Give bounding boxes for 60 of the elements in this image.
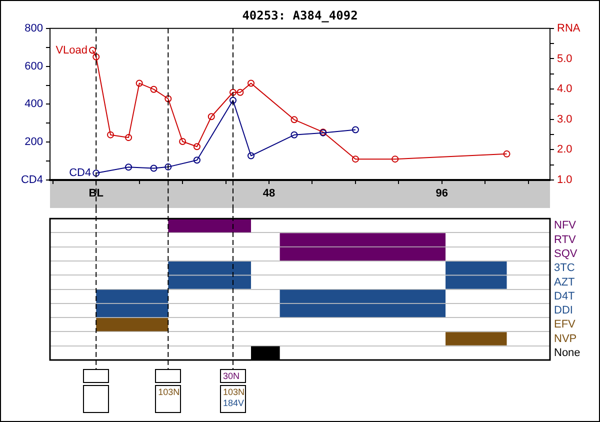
y2-tick-label: 5.0	[557, 52, 572, 65]
y2-tick-label: 1.0	[557, 174, 572, 186]
point	[229, 88, 236, 96]
point	[236, 88, 244, 96]
x-tick-label: 48	[262, 188, 276, 200]
y-tick-label: 400	[24, 98, 43, 110]
point	[179, 138, 186, 145]
y-tick-label: 200	[24, 136, 43, 148]
y2-tick-label: 2.0	[557, 144, 572, 156]
series-label: VLoad	[56, 44, 88, 56]
point	[150, 164, 158, 172]
point	[352, 156, 359, 163]
point	[248, 80, 255, 87]
text-box: 30N	[220, 369, 246, 383]
point	[290, 131, 298, 138]
point	[229, 96, 236, 104]
point	[248, 152, 255, 160]
y2-tick-label: 3.0	[557, 113, 572, 126]
x-tick-label: 96	[436, 188, 448, 200]
point	[290, 116, 298, 124]
point	[136, 80, 143, 87]
chart-title: 40253: A384_4092	[242, 8, 358, 22]
y-tick-label: 3TC	[554, 262, 575, 274]
series-label: CD4	[69, 167, 92, 180]
y-tick-label: NVP	[554, 332, 577, 345]
y-tick-label: SQV	[554, 248, 578, 260]
point	[208, 113, 215, 120]
point	[150, 86, 158, 93]
y-tick-label: 800	[24, 22, 43, 34]
y-tick-label: AZT	[554, 276, 576, 288]
point	[125, 134, 132, 142]
point	[125, 164, 132, 171]
point	[92, 170, 100, 177]
y-tick-label: RTV	[554, 234, 576, 246]
point	[193, 156, 200, 164]
y-tick-label: D4T	[554, 290, 576, 302]
y2-tick-label: 4.0	[557, 83, 572, 96]
y-tick-label: EFV	[554, 318, 576, 331]
point	[164, 163, 172, 170]
point	[392, 156, 399, 163]
bar	[96, 318, 168, 332]
point	[503, 150, 510, 158]
bar	[168, 219, 252, 232]
point	[92, 53, 100, 60]
point	[107, 131, 114, 138]
text-box: 103N 184V	[220, 385, 246, 413]
x-tick-label: BL	[88, 188, 104, 200]
text-box: 103N	[155, 385, 182, 413]
point	[89, 46, 96, 54]
y-tick-label: NFV	[554, 220, 577, 232]
point	[193, 143, 200, 150]
bar	[446, 332, 507, 346]
y2-tick-label: RNA	[557, 22, 581, 34]
point	[164, 95, 172, 102]
y-tick-label: 600	[24, 60, 43, 72]
ref-line-label: 30N	[222, 371, 243, 382]
point	[352, 126, 359, 134]
y-tick-label: DDI	[554, 304, 573, 317]
y-tick-label: CD4	[20, 174, 43, 186]
y-tick-label: None	[554, 346, 580, 359]
